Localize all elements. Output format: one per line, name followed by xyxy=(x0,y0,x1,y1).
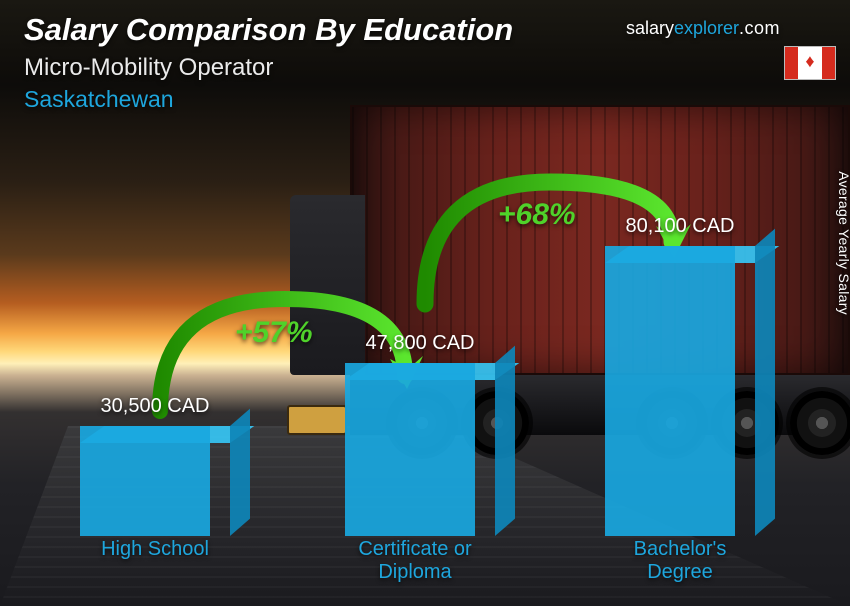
country-flag-icon: ♦ xyxy=(784,46,836,80)
x-label: Certificate orDiploma xyxy=(315,538,515,584)
brand-logo: salaryexplorer.com xyxy=(626,18,780,39)
bar-value: 30,500 CAD xyxy=(75,395,235,418)
bar-value: 47,800 CAD xyxy=(340,332,500,355)
bar-bachelors: 80,100 CAD xyxy=(600,215,760,536)
y-axis-label: Average Yearly Salary xyxy=(836,171,850,315)
x-label: Bachelor'sDegree xyxy=(580,538,780,584)
x-label: High School xyxy=(55,538,255,561)
brand-suffix: .com xyxy=(739,18,780,38)
chart-subtitle: Micro-Mobility Operator xyxy=(24,54,826,82)
bar-chart: +57% +68% 30,500 CAD 47,800 CAD 80,100 C… xyxy=(40,116,790,586)
x-axis-labels: High School Certificate orDiploma Bachel… xyxy=(40,538,790,586)
brand-part1: salary xyxy=(626,18,674,38)
increase-pct-2: +68% xyxy=(498,198,576,232)
bar-high-school: 30,500 CAD xyxy=(75,395,235,536)
increase-pct-1: +57% xyxy=(235,316,313,350)
chart-region: Saskatchewan xyxy=(24,86,826,113)
bar-certificate: 47,800 CAD xyxy=(340,332,500,536)
bar-value: 80,100 CAD xyxy=(600,215,760,238)
brand-part2: explorer xyxy=(674,18,739,38)
